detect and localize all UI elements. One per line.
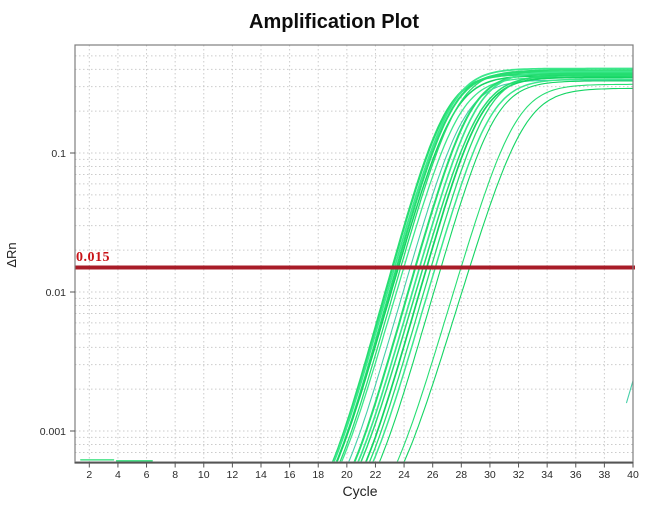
amplification-curve	[364, 76, 633, 462]
x-tick-label: 24	[398, 469, 410, 481]
amplification-curve	[353, 72, 633, 462]
x-tick-label: 40	[627, 469, 639, 481]
x-tick-label: 38	[599, 469, 611, 481]
amplification-curve	[357, 70, 633, 462]
chart-title: Amplification Plot	[249, 11, 419, 33]
x-tick-label: 32	[513, 469, 525, 481]
x-tick-label: 4	[115, 469, 121, 481]
amplification-curve	[368, 73, 633, 462]
x-tick-label: 20	[341, 469, 353, 481]
y-tick-label: 0.01	[46, 287, 67, 299]
x-tick-label: 8	[172, 469, 178, 481]
x-tick-label: 28	[455, 469, 467, 481]
x-tick-label: 30	[484, 469, 496, 481]
x-tick-label: 36	[570, 469, 582, 481]
x-tick-label: 26	[427, 469, 439, 481]
amplification-curve	[335, 70, 633, 462]
x-tick-label: 2	[86, 469, 92, 481]
threshold-value-label: 0.015	[76, 250, 110, 265]
amplification-curve	[372, 78, 633, 462]
x-tick-label: 10	[198, 469, 210, 481]
amplification-curve	[403, 87, 633, 462]
x-tick-label: 14	[255, 469, 267, 481]
amplification-curve	[331, 72, 633, 462]
amplification-curve	[336, 74, 633, 462]
amplification-curve	[360, 74, 633, 462]
x-tick-label: 34	[541, 469, 553, 481]
y-tick-label: 0.1	[51, 148, 66, 160]
amplification-curve	[339, 69, 633, 462]
y-axis-label: ΔRn	[4, 242, 19, 268]
x-tick-label: 16	[284, 469, 296, 481]
x-tick-label: 18	[312, 469, 324, 481]
x-tick-label: 22	[370, 469, 382, 481]
amplification-curve	[396, 83, 633, 462]
amplification-curve	[378, 80, 633, 462]
baseline-segment	[626, 380, 633, 404]
x-axis-label: Cycle	[342, 483, 378, 499]
x-tick-label: 12	[227, 469, 239, 481]
amplification-curve	[348, 79, 633, 462]
x-tick-label: 6	[144, 469, 150, 481]
amplification-curve	[340, 76, 633, 462]
y-tick-label: 0.001	[40, 426, 66, 438]
amplification-curve	[332, 67, 633, 462]
